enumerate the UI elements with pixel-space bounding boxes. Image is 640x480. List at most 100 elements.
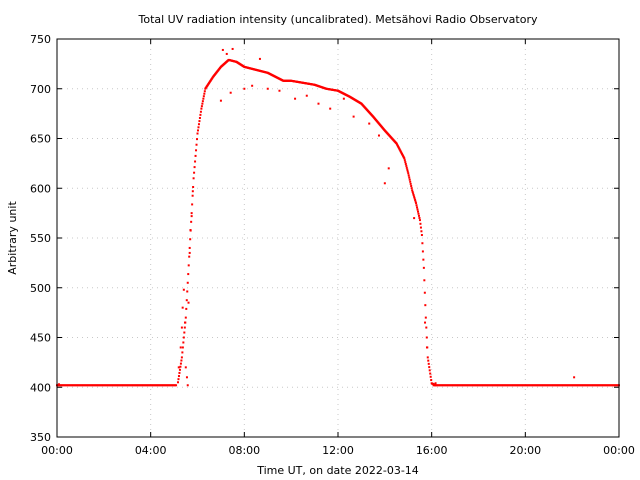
data-point <box>342 97 345 100</box>
grid-lines <box>57 39 619 437</box>
data-point <box>194 160 197 163</box>
data-point <box>179 362 182 365</box>
data-points <box>56 47 620 387</box>
data-point <box>201 102 204 105</box>
x-tick-label: 20:00 <box>509 444 541 457</box>
data-point <box>412 192 415 195</box>
data-point <box>352 115 355 118</box>
data-point <box>421 250 424 253</box>
x-tick-label: 16:00 <box>416 444 448 457</box>
data-point <box>191 194 194 197</box>
data-point <box>194 154 197 157</box>
data-point <box>225 52 228 55</box>
data-point <box>196 132 199 135</box>
data-point <box>422 266 425 269</box>
data-point <box>417 214 420 217</box>
data-point <box>419 222 422 225</box>
data-point <box>192 177 195 180</box>
data-point <box>368 122 371 125</box>
data-point <box>197 126 200 129</box>
data-point <box>409 180 412 183</box>
data-point <box>278 89 281 92</box>
data-point <box>196 129 199 132</box>
y-tick-label: 600 <box>30 182 51 195</box>
data-point <box>188 255 191 258</box>
data-point <box>187 301 190 304</box>
data-point <box>184 366 187 369</box>
data-point <box>429 375 432 378</box>
data-point <box>183 331 186 334</box>
data-point <box>182 288 185 291</box>
data-point <box>192 186 195 189</box>
y-tick-label: 700 <box>30 83 51 96</box>
data-point <box>186 281 189 284</box>
data-point <box>182 336 185 339</box>
data-point <box>428 369 431 372</box>
data-point <box>178 371 181 374</box>
data-point <box>177 375 180 378</box>
y-tick-label: 500 <box>30 282 51 295</box>
data-point <box>425 326 428 329</box>
data-point <box>178 368 181 371</box>
data-point <box>419 226 422 229</box>
data-point <box>430 379 433 382</box>
data-point <box>317 102 320 105</box>
data-point <box>189 238 192 241</box>
data-point <box>193 171 196 174</box>
data-point <box>329 107 332 110</box>
data-point <box>406 168 409 171</box>
data-point <box>179 365 182 368</box>
data-point <box>185 307 188 310</box>
y-tick-label: 550 <box>30 232 51 245</box>
data-point <box>424 304 427 307</box>
data-point <box>188 251 191 254</box>
data-point <box>428 366 431 369</box>
data-point <box>413 197 416 200</box>
data-point <box>415 204 418 207</box>
data-point <box>188 246 191 249</box>
data-point <box>190 212 193 215</box>
data-point <box>181 346 184 349</box>
data-point <box>413 195 416 198</box>
data-point <box>202 95 205 98</box>
data-point <box>406 170 409 173</box>
data-point <box>231 47 234 50</box>
data-point <box>177 378 180 381</box>
data-point <box>203 90 206 93</box>
data-point <box>221 48 224 51</box>
data-point <box>305 94 308 97</box>
data-point <box>185 376 188 379</box>
data-point <box>195 149 198 152</box>
data-point <box>427 362 430 365</box>
data-point <box>202 97 205 100</box>
data-point <box>201 100 204 103</box>
data-point <box>405 166 408 169</box>
data-point <box>404 161 407 164</box>
data-point <box>266 87 269 90</box>
data-point <box>415 202 418 205</box>
y-tick-label: 650 <box>30 133 51 146</box>
data-point <box>425 336 428 339</box>
data-point <box>387 167 390 170</box>
data-point <box>434 382 437 385</box>
data-point <box>199 110 202 113</box>
data-point <box>187 273 190 276</box>
x-tick-label: 04:00 <box>135 444 167 457</box>
data-point <box>420 230 423 233</box>
data-point <box>424 321 427 324</box>
data-point <box>422 258 425 261</box>
data-point <box>421 242 424 245</box>
data-point <box>203 92 206 95</box>
data-point <box>197 123 200 126</box>
data-point <box>411 190 414 193</box>
axis-ticks: 00:00 04:00 08:00 12:00 16:00 20:00 00:0035040… <box>30 33 635 457</box>
data-point <box>405 164 408 167</box>
data-point <box>191 190 194 193</box>
data-point <box>181 351 184 354</box>
data-point <box>181 306 184 309</box>
data-point <box>423 279 426 282</box>
y-axis-label: Arbitrary unit <box>6 201 19 275</box>
data-point <box>434 384 437 387</box>
data-point <box>184 316 187 319</box>
data-point <box>189 229 192 232</box>
